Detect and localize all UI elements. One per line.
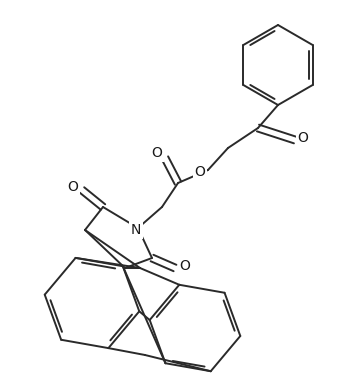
Text: O: O xyxy=(179,259,190,273)
Text: N: N xyxy=(131,223,141,237)
Text: O: O xyxy=(298,131,308,145)
Text: O: O xyxy=(152,146,162,160)
Text: O: O xyxy=(68,180,79,194)
Text: O: O xyxy=(195,165,205,179)
